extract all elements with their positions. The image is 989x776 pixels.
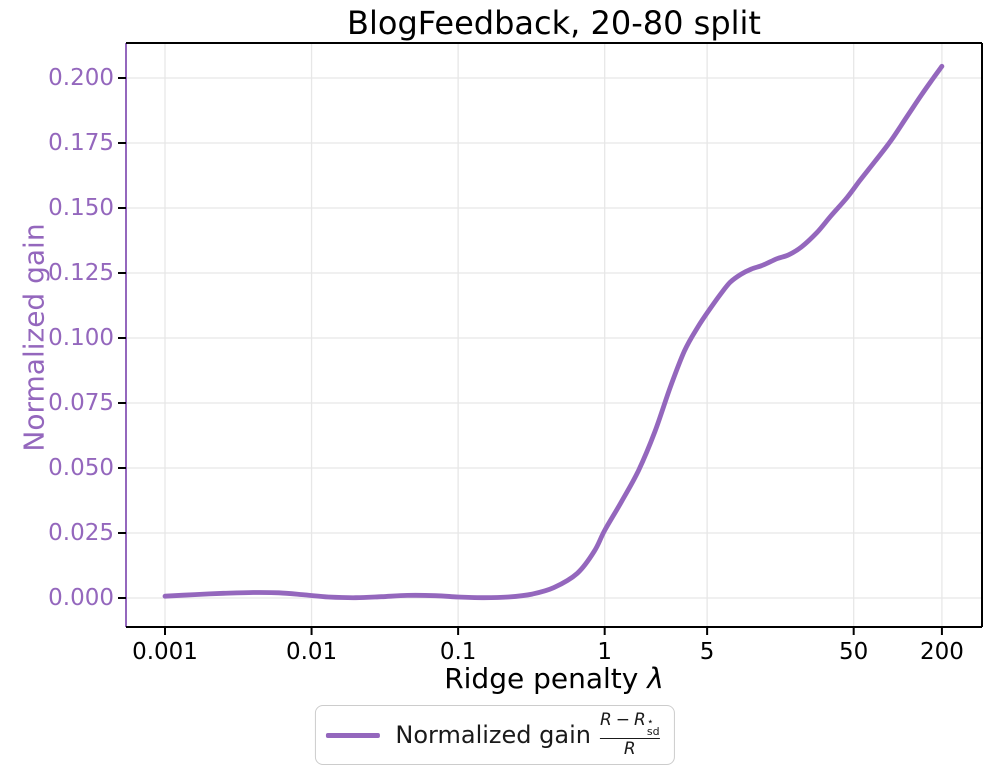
x-tick-label: 0.1 [439, 639, 477, 665]
star-sd-scripts: ⋆ sd [646, 714, 660, 738]
fraction-numerator: R − R ⋆ sd [599, 709, 660, 738]
y-tick-label: 0.000 [48, 585, 114, 611]
x-tick-label: 0.001 [132, 639, 198, 665]
y-tick-label: 0.175 [48, 130, 114, 156]
legend-fraction: R − R ⋆ sd R [599, 709, 660, 760]
star-superscript: ⋆ [646, 714, 654, 728]
legend-line-sample [325, 732, 380, 738]
sd-subscript: sd [646, 724, 660, 738]
y-tick-label: 0.100 [48, 325, 114, 351]
legend-label: Normalized gain [395, 721, 591, 749]
x-tick-label: 1 [597, 639, 612, 665]
y-tick-label: 0.200 [48, 65, 114, 91]
x-axis-label-text: Ridge penalty [444, 662, 648, 695]
chart-title: BlogFeedback, 20-80 split [347, 4, 761, 42]
y-tick-label: 0.075 [48, 390, 114, 416]
fraction-denominator: R [623, 739, 636, 760]
lambda-symbol: λ [647, 662, 664, 695]
legend-box: Normalized gain R − R ⋆ sd R [314, 705, 675, 765]
y-tick-label: 0.150 [48, 195, 114, 221]
x-tick-label: 200 [919, 639, 964, 665]
gain-curve [162, 63, 945, 601]
y-tick-label: 0.125 [48, 260, 114, 286]
x-tick-label: 0.01 [285, 639, 338, 665]
y-tick-label: 0.050 [48, 455, 114, 481]
x-tick-label: 50 [839, 639, 869, 665]
y-tick-label: 0.025 [48, 520, 114, 546]
x-tick-label: 5 [699, 639, 715, 665]
x-axis-label: Ridge penalty λ [126, 662, 982, 696]
fraction-bar [599, 737, 660, 740]
